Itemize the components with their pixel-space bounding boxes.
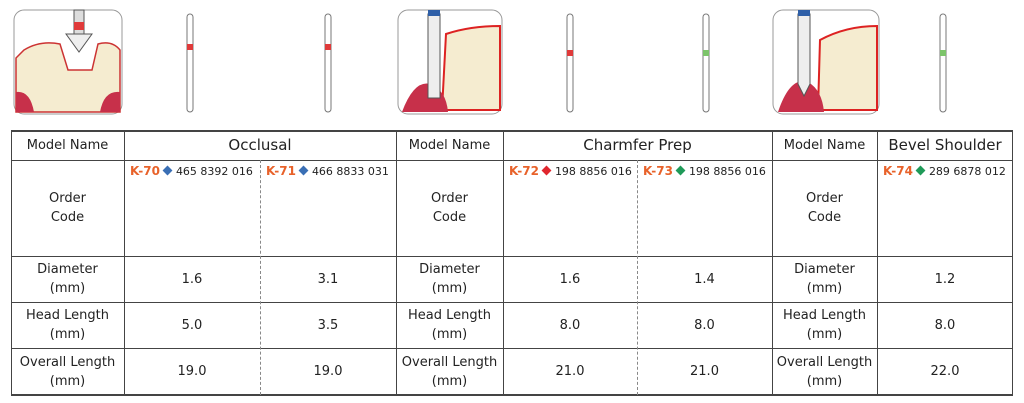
h-rule bbox=[11, 130, 1013, 132]
product-code: K-72 bbox=[509, 164, 539, 178]
diamond-icon bbox=[162, 165, 173, 176]
bur-band bbox=[703, 50, 709, 56]
spec-value: 8.0 bbox=[934, 317, 956, 333]
row-label: Head Length (mm) bbox=[783, 308, 866, 342]
order-code: K-74 289 6878 012 bbox=[883, 164, 1006, 178]
h-rule bbox=[11, 256, 1013, 257]
model-name-label: Model Name bbox=[408, 137, 491, 153]
order-number: 198 8856 016 bbox=[688, 165, 766, 178]
product-code: K-74 bbox=[883, 164, 913, 178]
bur-band bbox=[940, 50, 946, 56]
product-code: K-73 bbox=[643, 164, 673, 178]
model-name-label: Model Name bbox=[783, 137, 866, 153]
diamond-icon bbox=[298, 165, 309, 176]
h-rule bbox=[11, 394, 1013, 396]
h-rule bbox=[11, 348, 1013, 349]
group-title: Charmfer Prep bbox=[583, 135, 692, 154]
spec-value: 8.0 bbox=[559, 317, 581, 333]
v-rule bbox=[1012, 130, 1013, 395]
bur-shank bbox=[324, 13, 332, 113]
row-label: Order Code bbox=[49, 191, 86, 225]
model-name-label: Model Name bbox=[26, 137, 109, 153]
diamond-icon bbox=[675, 165, 686, 176]
bur-shank bbox=[702, 13, 710, 113]
occlusal-illustration bbox=[13, 9, 123, 115]
v-rule bbox=[637, 160, 638, 395]
bur-shank bbox=[566, 13, 574, 113]
row-label: Diameter (mm) bbox=[419, 262, 480, 296]
v-rule bbox=[503, 130, 504, 395]
spec-value: 3.1 bbox=[317, 271, 339, 287]
row-label: Head Length (mm) bbox=[26, 308, 109, 342]
charmfer-illustration bbox=[397, 9, 503, 115]
bur-shank bbox=[186, 13, 194, 113]
order-code: K-73 198 8856 016 bbox=[643, 164, 766, 178]
spec-value: 21.0 bbox=[555, 364, 585, 379]
v-rule bbox=[396, 130, 397, 395]
product-code: K-71 bbox=[266, 164, 296, 178]
bur-band bbox=[567, 50, 573, 56]
v-rule bbox=[772, 130, 773, 395]
group-title: Bevel Shoulder bbox=[888, 135, 1002, 154]
row-label: Order Code bbox=[806, 191, 843, 225]
row-label: Order Code bbox=[431, 191, 468, 225]
spec-value: 5.0 bbox=[181, 317, 203, 333]
spec-value: 1.6 bbox=[181, 271, 203, 287]
spec-value: 1.2 bbox=[934, 271, 956, 287]
bur-shank bbox=[939, 13, 947, 113]
bur-band bbox=[187, 44, 193, 50]
row-label: Overall Length (mm) bbox=[401, 354, 498, 389]
row-label: Diameter (mm) bbox=[37, 262, 98, 296]
spec-value: 19.0 bbox=[177, 364, 207, 379]
v-rule bbox=[124, 130, 125, 395]
v-rule bbox=[11, 130, 12, 395]
h-rule bbox=[11, 302, 1013, 303]
illustrations bbox=[13, 9, 947, 115]
spec-value: 1.4 bbox=[694, 271, 715, 287]
v-rule bbox=[877, 130, 878, 395]
product-code: K-70 bbox=[130, 164, 160, 178]
spec-value: 1.6 bbox=[559, 271, 581, 287]
spec-value: 21.0 bbox=[690, 364, 719, 379]
h-rule bbox=[11, 160, 1013, 161]
row-label: Overall Length (mm) bbox=[776, 354, 873, 389]
spec-value: 3.5 bbox=[317, 317, 339, 333]
row-label: Head Length (mm) bbox=[408, 308, 491, 342]
order-code: K-70 465 8392 016 bbox=[130, 164, 253, 178]
order-number: 465 8392 016 bbox=[175, 165, 253, 178]
diamond-icon bbox=[541, 165, 552, 176]
bevel-illustration bbox=[772, 9, 880, 115]
spec-value: 8.0 bbox=[694, 317, 715, 333]
order-number: 289 6878 012 bbox=[928, 165, 1006, 178]
spec-value: 22.0 bbox=[930, 364, 960, 379]
order-number: 466 8833 031 bbox=[311, 165, 389, 178]
bur-band bbox=[325, 44, 331, 50]
row-label: Diameter (mm) bbox=[794, 262, 855, 296]
order-code: K-72 198 8856 016 bbox=[509, 164, 632, 178]
diamond-icon bbox=[915, 165, 926, 176]
spec-value: 19.0 bbox=[313, 364, 343, 379]
order-number: 198 8856 016 bbox=[554, 165, 632, 178]
v-rule bbox=[260, 160, 261, 395]
row-label: Overall Length (mm) bbox=[19, 354, 116, 389]
group-title: Occlusal bbox=[228, 135, 292, 154]
order-code: K-71 466 8833 031 bbox=[266, 164, 389, 178]
